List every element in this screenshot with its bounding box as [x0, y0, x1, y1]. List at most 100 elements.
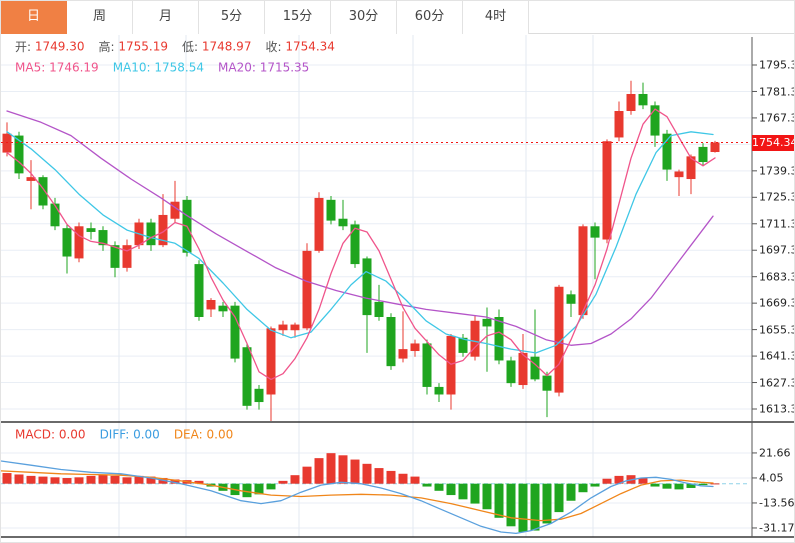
macd-bar-up [614, 475, 624, 484]
ma5-line [6, 108, 716, 381]
macd-bar-down [266, 483, 276, 490]
macd-bar-up [290, 475, 300, 484]
macd-bar-down [686, 483, 696, 488]
macd-bar-down [530, 483, 540, 531]
legend-item: MA10: 1758.54 [112, 60, 204, 75]
macd-bar-up [110, 475, 120, 484]
price-axis-label: 1711.33 [759, 217, 794, 231]
macd-bar-up [386, 470, 396, 484]
candle-up [674, 171, 684, 178]
price-axis-label: 1795.34 [759, 58, 794, 72]
tab-15分[interactable]: 15分 [265, 1, 331, 34]
macd-bar-up [38, 476, 48, 484]
candle-up [302, 250, 312, 329]
legend-item: MA5: 1746.19 [15, 60, 99, 75]
price-axis-label: 1739.34 [759, 164, 794, 178]
macd-bar-down [554, 483, 564, 513]
macd-bar-up [86, 475, 96, 484]
candle-down [698, 146, 708, 163]
candle-down [326, 199, 336, 221]
candle-down [98, 230, 108, 246]
candle-down [362, 258, 372, 316]
macd-bar-down [578, 483, 588, 493]
candle-up [686, 156, 696, 180]
price-axis-label: 1683.33 [759, 270, 794, 284]
candle-up [266, 328, 276, 395]
current-price-tag: 1754.34 [752, 134, 795, 151]
macd-axis-label: -13.56 [759, 496, 795, 510]
candle-up [26, 177, 36, 181]
macd-bar-down [458, 483, 468, 500]
candle-down [62, 228, 72, 257]
candle-down [422, 343, 432, 387]
ma10-line [6, 131, 714, 354]
tab-周[interactable]: 周 [67, 1, 133, 34]
legend-item: DEA: 0.00 [173, 427, 234, 442]
candle-up [470, 320, 480, 357]
macd-bar-up [50, 477, 60, 484]
candle-down [434, 386, 444, 395]
candle-up [602, 141, 612, 240]
price-axis-label: 1655.33 [759, 323, 794, 337]
price-axis-label: 1627.32 [759, 376, 794, 389]
legend-item: 开: 1749.30 [15, 39, 85, 55]
macd-bar-down [674, 483, 684, 490]
macd-bar-down [662, 483, 672, 489]
diff-line [1, 460, 714, 535]
candle-up [206, 299, 216, 310]
candle-down [230, 305, 240, 359]
macd-bar-down [470, 483, 480, 504]
tab-4时[interactable]: 4时 [463, 1, 529, 34]
candle-up [278, 324, 288, 331]
candle-up [314, 197, 324, 251]
macd-bar-up [170, 479, 180, 484]
macd-bar-down [566, 483, 576, 501]
macd-bar-down [422, 483, 432, 487]
tab-月[interactable]: 月 [133, 1, 199, 34]
macd-bar-up [14, 474, 24, 484]
candle-down [254, 388, 264, 403]
price-axis-label: 1641.32 [759, 349, 794, 363]
candle-up [710, 142, 720, 153]
candle-up [158, 214, 168, 246]
candle-up [74, 226, 84, 259]
candle-down [566, 294, 576, 304]
macd-bar-up [98, 474, 108, 484]
macd-axis-label: -31.17 [759, 521, 795, 535]
candle-down [662, 133, 672, 170]
macd-bar-up [74, 477, 84, 484]
macd-bar-up [194, 480, 204, 484]
macd-bar-up [398, 473, 408, 484]
macd-bar-down [542, 483, 552, 524]
candle-down [482, 318, 492, 327]
macd-bar-up [314, 458, 324, 484]
tab-30分[interactable]: 30分 [331, 1, 397, 34]
macd-bar-up [362, 463, 372, 484]
tab-5分[interactable]: 5分 [199, 1, 265, 34]
candle-up [614, 111, 624, 138]
macd-bar-up [338, 455, 348, 484]
macd-axis-label: 4.05 [759, 471, 784, 485]
price-axis-label: 1613.32 [759, 402, 794, 416]
candle-up [578, 226, 588, 316]
legend-item: 低: 1748.97 [181, 39, 252, 55]
macd-bar-up [26, 475, 36, 484]
macd-bar-up [278, 480, 288, 484]
macd-bar-down [242, 483, 252, 498]
macd-bar-down [698, 483, 708, 486]
candle-down [86, 228, 96, 232]
legend-item: 高: 1755.19 [98, 39, 168, 55]
candle-down [14, 135, 24, 174]
candle-up [290, 324, 300, 331]
candle-down [458, 337, 468, 353]
candle-up [554, 286, 564, 393]
macd-bar-up [326, 453, 336, 484]
price-axis-label: 1725.33 [759, 190, 794, 204]
tab-日[interactable]: 日 [1, 1, 67, 34]
tab-60分[interactable]: 60分 [397, 1, 463, 34]
candle-down [494, 316, 504, 361]
candle-down [194, 264, 204, 317]
candle-down [386, 316, 396, 367]
